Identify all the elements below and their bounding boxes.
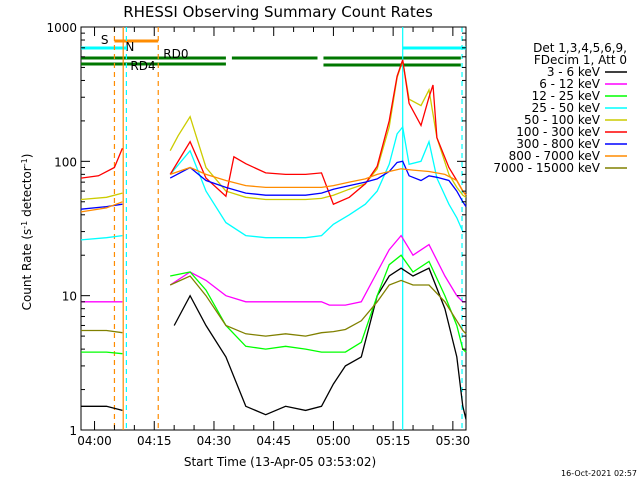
x-tick-label: 04:45: [256, 434, 291, 448]
plot-border: [80, 26, 467, 431]
legend-label: 12 - 25 keV: [532, 89, 601, 103]
x-tick-label: 05:30: [436, 434, 471, 448]
legend-label: 25 - 50 keV: [532, 101, 601, 115]
y-tick-label: 1: [69, 424, 77, 438]
chart-title: RHESSI Observing Summary Count Rates: [123, 3, 433, 21]
series-line-7: [80, 166, 467, 213]
attenuator-lines: [113, 27, 463, 430]
x-tick-label: 04:00: [77, 434, 112, 448]
flag-label-rd0: RD0: [163, 47, 188, 61]
y-tick-label: 1000: [46, 21, 77, 35]
x-tick-label: 05:00: [316, 434, 351, 448]
legend-label: 100 - 300 keV: [516, 125, 600, 139]
x-tick-label: 04:15: [137, 434, 172, 448]
series-line-2: [81, 254, 467, 355]
x-tick-label: 04:30: [197, 434, 232, 448]
legend-label: 3 - 6 keV: [547, 65, 601, 79]
legend: Det 1,3,4,5,6,9, FDecim 1, Att 0: [533, 41, 627, 67]
legend-header-line-2: FDecim 1, Att 0: [534, 53, 627, 67]
series-line-4: [80, 60, 467, 201]
series-line-3: [80, 125, 466, 241]
y-tick-label: 10: [62, 290, 77, 304]
y-axis-ticks: 1 10 100 1000: [46, 21, 466, 438]
y-axis-label: Count Rate (s-1 detector-1): [20, 154, 34, 311]
x-tick-label: 05:15: [376, 434, 411, 448]
series-line-1: [81, 234, 466, 306]
plot-frame: [80, 26, 467, 431]
legend-label: 7000 - 15000 keV: [493, 161, 600, 175]
timestamp: 16-Oct-2021 02:57: [561, 469, 637, 478]
flag-label-s: S: [101, 33, 109, 47]
series-line-5: [80, 59, 467, 206]
series-line-0: [81, 267, 467, 420]
series-lines: [80, 59, 467, 420]
legend-label: 6 - 12 keV: [539, 77, 601, 91]
flag-label-n: N: [125, 40, 134, 54]
flag-bars: S N RD0 RD4: [81, 33, 466, 73]
flag-label-rd4: RD4: [130, 59, 155, 73]
series-line-8: [81, 275, 467, 337]
y-tick-label: 100: [54, 155, 77, 169]
legend-label: 300 - 800 keV: [516, 137, 600, 151]
x-axis-ticks: 04:00 04:15 04:30 04:45 05:00 05:15 05:30: [77, 27, 470, 448]
legend-label: 800 - 7000 keV: [509, 149, 601, 163]
legend-header-line-1: Det 1,3,4,5,6,9,: [533, 41, 627, 55]
x-axis-label: Start Time (13-Apr-05 03:53:02): [184, 455, 376, 469]
legend-label: 50 - 100 keV: [524, 113, 601, 127]
series-line-6: [80, 160, 467, 210]
